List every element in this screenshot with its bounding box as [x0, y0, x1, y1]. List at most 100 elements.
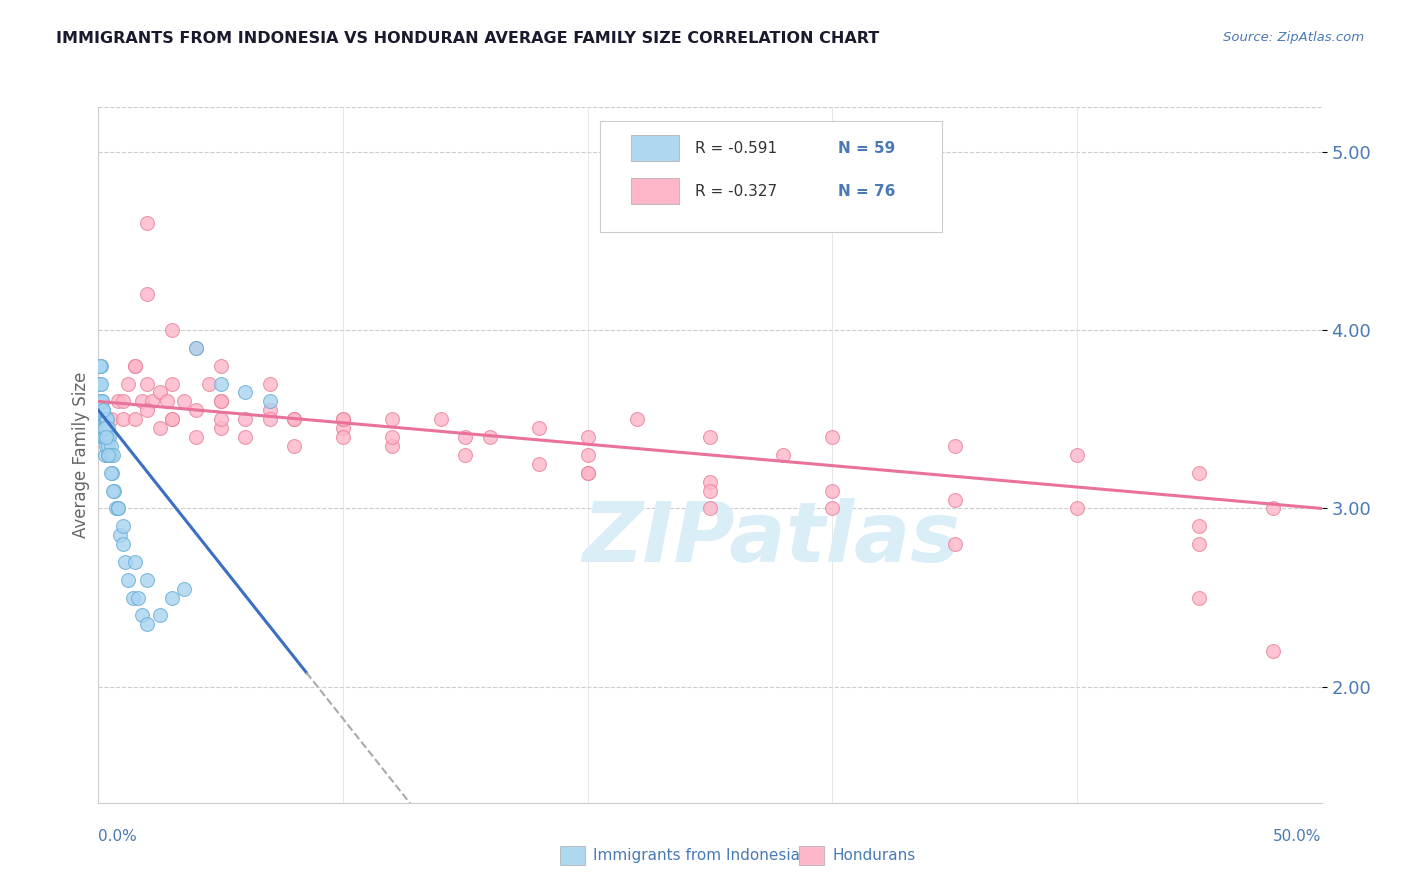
Point — [93, 421, 115, 435]
Point — [454, 430, 477, 444]
Point — [107, 394, 129, 409]
Point — [1261, 644, 1284, 658]
Point — [197, 376, 219, 391]
Point — [111, 519, 134, 533]
Point — [97, 448, 120, 462]
Text: N = 59: N = 59 — [838, 141, 896, 156]
Point — [186, 403, 208, 417]
Point — [136, 403, 159, 417]
Point — [283, 412, 305, 426]
Point — [101, 466, 124, 480]
Point — [943, 439, 966, 453]
Point — [576, 466, 599, 480]
Text: ZIPatlas: ZIPatlas — [582, 498, 960, 579]
Point — [699, 501, 721, 516]
Point — [93, 412, 115, 426]
Point — [381, 430, 404, 444]
Text: 0.0%: 0.0% — [98, 830, 138, 844]
Point — [136, 573, 159, 587]
Point — [131, 608, 153, 623]
Point — [576, 466, 599, 480]
Point — [100, 466, 122, 480]
Point — [233, 385, 256, 400]
Point — [101, 483, 124, 498]
Point — [1188, 537, 1211, 551]
Bar — [630, 135, 679, 161]
Point — [186, 430, 208, 444]
Point — [821, 501, 844, 516]
Point — [576, 448, 599, 462]
Point — [97, 421, 120, 435]
Point — [124, 359, 146, 373]
Text: Hondurans: Hondurans — [832, 848, 915, 863]
Point — [283, 412, 305, 426]
Point — [97, 448, 120, 462]
Point — [117, 573, 139, 587]
Point — [100, 412, 122, 426]
Point — [94, 412, 117, 426]
Point — [100, 448, 122, 462]
Point — [104, 501, 127, 516]
Point — [110, 528, 132, 542]
Point — [91, 412, 114, 426]
Point — [91, 421, 114, 435]
Point — [93, 430, 115, 444]
Point — [160, 412, 183, 426]
Point — [160, 376, 183, 391]
Point — [527, 421, 550, 435]
Point — [283, 439, 305, 453]
Bar — [630, 178, 679, 204]
Point — [186, 341, 208, 355]
Point — [136, 376, 159, 391]
Point — [141, 394, 163, 409]
Point — [131, 394, 153, 409]
Point — [478, 430, 501, 444]
Point — [91, 403, 114, 417]
Point — [209, 394, 232, 409]
Point — [160, 412, 183, 426]
Point — [1188, 519, 1211, 533]
Point — [94, 448, 117, 462]
Point — [821, 483, 844, 498]
Point — [1188, 591, 1211, 605]
Point — [117, 376, 139, 391]
Point — [233, 412, 256, 426]
Text: 50.0%: 50.0% — [1274, 830, 1322, 844]
Point — [233, 430, 256, 444]
Point — [98, 430, 121, 444]
Point — [259, 412, 281, 426]
Point — [90, 412, 112, 426]
Point — [121, 591, 143, 605]
Point — [173, 394, 195, 409]
Point — [149, 421, 172, 435]
Point — [943, 537, 966, 551]
Point — [94, 430, 117, 444]
Point — [94, 430, 117, 444]
Point — [93, 412, 115, 426]
Point — [156, 394, 179, 409]
Point — [430, 412, 453, 426]
Point — [173, 582, 195, 596]
Point — [381, 412, 404, 426]
Point — [1188, 466, 1211, 480]
Point — [259, 394, 281, 409]
Point — [100, 439, 122, 453]
FancyBboxPatch shape — [600, 121, 942, 232]
Point — [209, 359, 232, 373]
Point — [699, 483, 721, 498]
Point — [111, 412, 134, 426]
Point — [111, 394, 134, 409]
Point — [772, 448, 794, 462]
Point — [89, 359, 111, 373]
Point — [149, 385, 172, 400]
Point — [96, 430, 118, 444]
Point — [259, 376, 281, 391]
Point — [114, 555, 136, 569]
Point — [101, 448, 124, 462]
Point — [89, 412, 111, 426]
Point — [111, 537, 134, 551]
Point — [89, 376, 111, 391]
Point — [103, 483, 125, 498]
Point — [454, 448, 477, 462]
Point — [97, 439, 120, 453]
